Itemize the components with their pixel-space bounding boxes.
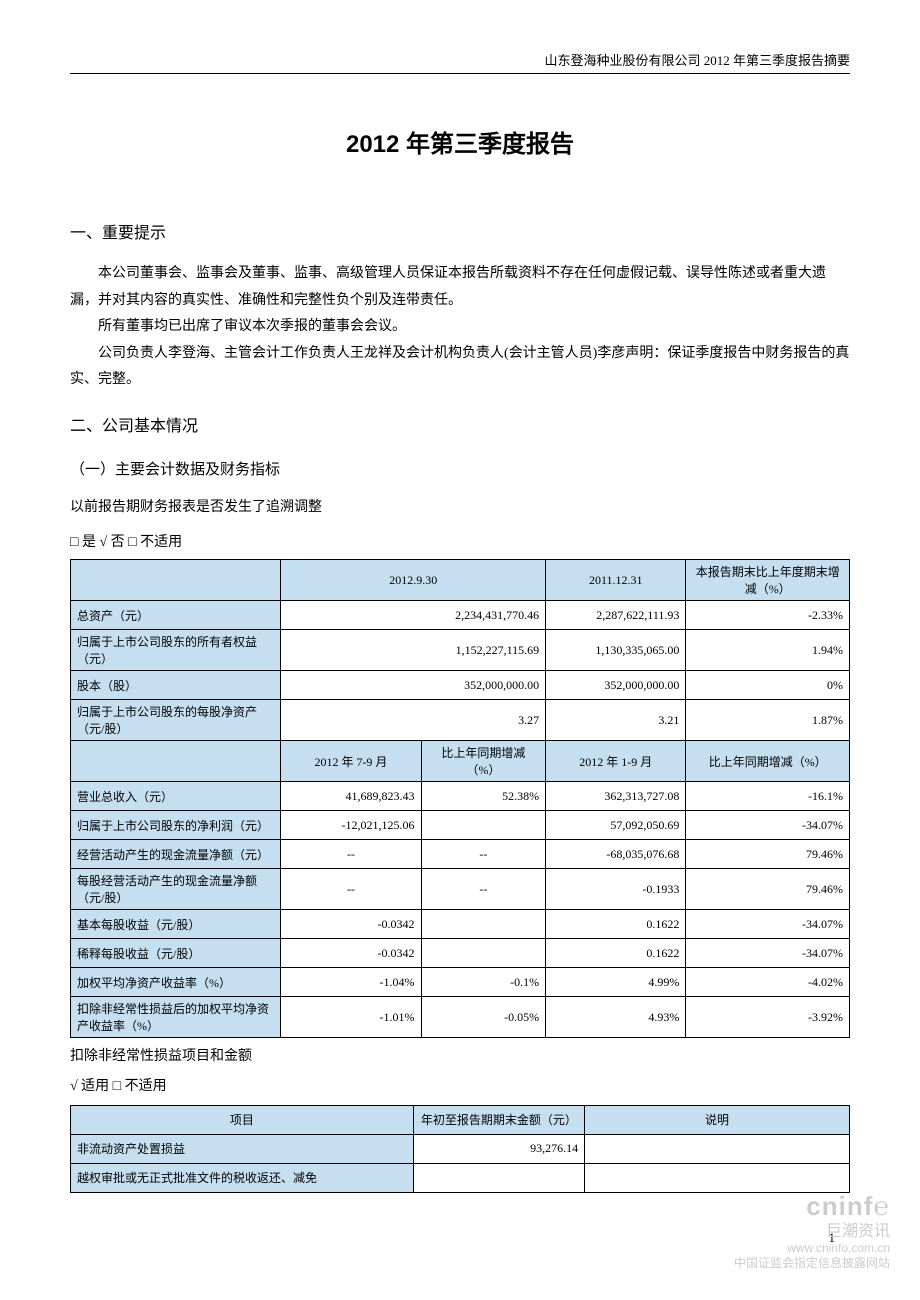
t1-r9-d: -34.07% [686, 910, 850, 939]
t1-r6-b [421, 811, 546, 840]
nonrecurring-options: √ 适用 □ 不适用 [70, 1074, 850, 1099]
document-title: 2012 年第三季度报告 [70, 124, 850, 159]
t1-r12-c: 4.93% [546, 997, 686, 1038]
t1-r6-a: -12,021,125.06 [281, 811, 421, 840]
t1-r8-b: -- [421, 869, 546, 910]
table1-h3: 本报告期末比上年度期末增减（%） [686, 560, 850, 601]
t2-r1-label: 非流动资产处置损益 [71, 1134, 414, 1163]
page-header: 山东登海种业股份有限公司 2012 年第三季度报告摘要 [70, 50, 850, 74]
retro-adjust-options: □ 是 √ 否 □ 不适用 [70, 530, 850, 555]
t1-r3-a: 352,000,000.00 [281, 671, 546, 700]
t2-r1-a: 93,276.14 [413, 1134, 584, 1163]
t1-r1-c: -2.33% [686, 601, 850, 630]
t1-r11-label: 加权平均净资产收益率（%） [71, 968, 281, 997]
t1-r11-d: -4.02% [686, 968, 850, 997]
t1-r4-b: 3.21 [546, 700, 686, 741]
t1-r10-c: 0.1622 [546, 939, 686, 968]
t2-r1-b [585, 1134, 850, 1163]
section-1-heading: 一、重要提示 [70, 219, 850, 243]
t1-r6-d: -34.07% [686, 811, 850, 840]
t1-r7-a: -- [281, 840, 421, 869]
t1-r10-label: 稀释每股收益（元/股） [71, 939, 281, 968]
t1-r7-b: -- [421, 840, 546, 869]
wm-cn: 巨潮资讯 [734, 1222, 890, 1241]
t1-r5-b: 52.38% [421, 782, 546, 811]
wm-brand-icon: ℮ [873, 1191, 890, 1221]
t2-r2-a [413, 1163, 584, 1192]
t1-r12-d: -3.92% [686, 997, 850, 1038]
t1-r7-c: -68,035,076.68 [546, 840, 686, 869]
t1-r5-d: -16.1% [686, 782, 850, 811]
t1-r4-a: 3.27 [281, 700, 546, 741]
cninfo-watermark: cninf℮ 巨潮资讯 www.cninfo.com.cn 中国证监会指定信息披… [734, 1191, 890, 1270]
t1-r9-c: 0.1622 [546, 910, 686, 939]
table1-blank [71, 560, 281, 601]
t1-r2-c: 1.94% [686, 630, 850, 671]
para-3: 公司负责人李登海、主管会计工作负责人王龙祥及会计机构负责人(会计主管人员)李彦声… [70, 341, 850, 394]
t2-r2-label: 越权审批或无正式批准文件的税收返还、减免 [71, 1163, 414, 1192]
table1-h2: 2011.12.31 [546, 560, 686, 601]
table1-h6: 2012 年 1-9 月 [546, 741, 686, 782]
document-page: 山东登海种业股份有限公司 2012 年第三季度报告摘要 2012 年第三季度报告… [0, 0, 920, 1300]
para-2: 所有董事均已出席了审议本次季报的董事会会议。 [70, 314, 850, 341]
t1-r5-label: 营业总收入（元） [71, 782, 281, 811]
t1-r2-b: 1,130,335,065.00 [546, 630, 686, 671]
wm-brand-text: cninf [806, 1191, 873, 1221]
t1-r4-label: 归属于上市公司股东的每股净资产（元/股） [71, 700, 281, 741]
t1-r12-a: -1.01% [281, 997, 421, 1038]
t1-r4-c: 1.87% [686, 700, 850, 741]
t2-r2-b [585, 1163, 850, 1192]
t1-r1-label: 总资产（元） [71, 601, 281, 630]
t2-h1: 项目 [71, 1105, 414, 1134]
t1-r1-b: 2,287,622,111.93 [546, 601, 686, 630]
table1-h7: 比上年同期增减（%） [686, 741, 850, 782]
subsection-2-1: （一）主要会计数据及财务指标 [70, 458, 850, 479]
t1-r10-d: -34.07% [686, 939, 850, 968]
t1-r2-a: 1,152,227,115.69 [281, 630, 546, 671]
table1-h4: 2012 年 7-9 月 [281, 741, 421, 782]
t1-r8-c: -0.1933 [546, 869, 686, 910]
t1-r11-b: -0.1% [421, 968, 546, 997]
t1-r10-a: -0.0342 [281, 939, 421, 968]
nonrecurring-table: 项目 年初至报告期期末金额（元） 说明 非流动资产处置损益 93,276.14 … [70, 1105, 850, 1193]
table1-h5: 比上年同期增减（%） [421, 741, 546, 782]
t1-r3-label: 股本（股） [71, 671, 281, 700]
t1-mid-blank [71, 741, 281, 782]
t2-h2: 年初至报告期期末金额（元） [413, 1105, 584, 1134]
nonrecurring-note: 扣除非经常性损益项目和金额 [70, 1044, 850, 1069]
t1-r7-d: 79.46% [686, 840, 850, 869]
t1-r5-a: 41,689,823.43 [281, 782, 421, 811]
t1-r1-a: 2,234,431,770.46 [281, 601, 546, 630]
t2-h3: 说明 [585, 1105, 850, 1134]
t1-r9-a: -0.0342 [281, 910, 421, 939]
t1-r3-c: 0% [686, 671, 850, 700]
t1-r3-b: 352,000,000.00 [546, 671, 686, 700]
financial-data-table: 2012.9.30 2011.12.31 本报告期末比上年度期末增减（%） 总资… [70, 559, 850, 1038]
wm-brand: cninf℮ [734, 1191, 890, 1222]
t1-r8-d: 79.46% [686, 869, 850, 910]
t1-r9-label: 基本每股收益（元/股） [71, 910, 281, 939]
t1-r7-label: 经营活动产生的现金流量净额（元） [71, 840, 281, 869]
t1-r8-a: -- [281, 869, 421, 910]
retro-adjust-note: 以前报告期财务报表是否发生了追溯调整 [70, 495, 850, 520]
t1-r9-b [421, 910, 546, 939]
para-1: 本公司董事会、监事会及董事、监事、高级管理人员保证本报告所载资料不存在任何虚假记… [70, 261, 850, 314]
table1-h1: 2012.9.30 [281, 560, 546, 601]
t1-r6-c: 57,092,050.69 [546, 811, 686, 840]
t1-r12-b: -0.05% [421, 997, 546, 1038]
t1-r11-c: 4.99% [546, 968, 686, 997]
wm-note: 中国证监会指定信息披露网站 [734, 1256, 890, 1270]
t1-r11-a: -1.04% [281, 968, 421, 997]
t1-r6-label: 归属于上市公司股东的净利润（元） [71, 811, 281, 840]
t1-r10-b [421, 939, 546, 968]
t1-r8-label: 每股经营活动产生的现金流量净额（元/股） [71, 869, 281, 910]
t1-r2-label: 归属于上市公司股东的所有者权益（元） [71, 630, 281, 671]
t1-r5-c: 362,313,727.08 [546, 782, 686, 811]
section-2-heading: 二、公司基本情况 [70, 412, 850, 436]
t1-r12-label: 扣除非经常性损益后的加权平均净资产收益率（%） [71, 997, 281, 1038]
wm-url: www.cninfo.com.cn [734, 1241, 890, 1255]
